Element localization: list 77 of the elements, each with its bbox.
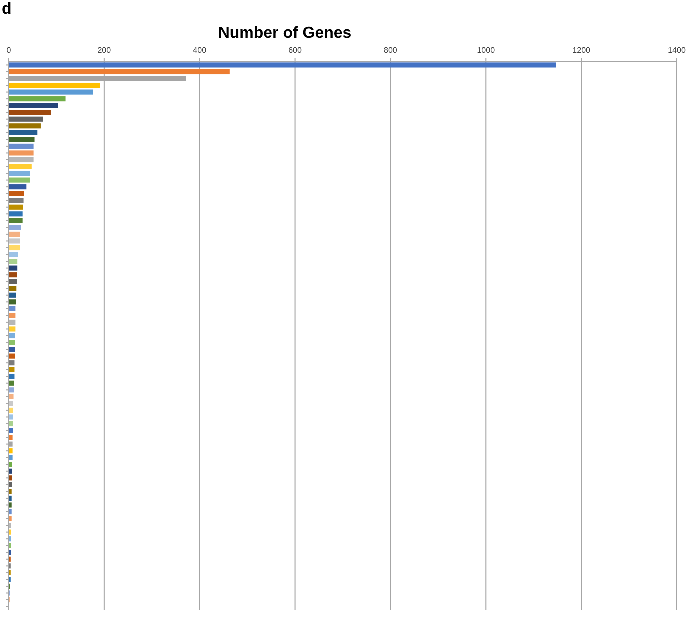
bar — [9, 333, 16, 339]
bar — [9, 144, 34, 149]
bar — [9, 401, 14, 406]
bar — [9, 388, 14, 393]
bar — [9, 184, 27, 190]
bar — [9, 252, 18, 258]
bar — [9, 218, 23, 224]
x-tick-label: 1000 — [477, 46, 496, 55]
bar — [9, 462, 12, 468]
bar — [9, 496, 12, 502]
bar — [9, 374, 15, 380]
x-tick-label: 800 — [384, 46, 398, 55]
chart-title: Number of Genes — [218, 25, 352, 42]
bar — [9, 124, 41, 129]
x-tick-label: 400 — [193, 46, 208, 55]
bar — [9, 225, 22, 230]
bar — [9, 326, 16, 332]
bar — [9, 435, 13, 440]
bar — [9, 489, 12, 494]
bar — [9, 69, 230, 75]
bar — [9, 442, 13, 447]
bar — [9, 170, 30, 176]
bar — [9, 178, 30, 183]
bar — [9, 82, 100, 88]
bar — [9, 347, 16, 352]
bar — [9, 476, 12, 481]
bar — [9, 245, 20, 251]
bar — [9, 164, 32, 170]
bar — [9, 292, 16, 298]
bar — [9, 204, 24, 210]
x-tick-label: 200 — [98, 46, 112, 55]
bar — [9, 455, 13, 460]
bar — [9, 258, 18, 264]
bar — [9, 414, 14, 420]
x-tick-label: 0 — [6, 46, 12, 55]
bar — [9, 116, 44, 122]
bar — [9, 62, 556, 68]
bar — [9, 360, 15, 366]
bar — [9, 482, 12, 488]
bar — [9, 354, 16, 359]
x-tick-label: 600 — [288, 46, 303, 55]
bar — [9, 150, 34, 156]
bar — [9, 313, 16, 318]
x-tick-label: 1200 — [572, 46, 592, 55]
bar — [9, 340, 16, 346]
bar — [9, 110, 51, 116]
bar — [9, 306, 16, 312]
bar — [9, 421, 14, 427]
bar — [9, 272, 18, 278]
bar — [9, 191, 24, 196]
bar — [9, 90, 94, 95]
bar — [9, 448, 13, 454]
bar — [9, 394, 14, 400]
bar — [9, 137, 35, 142]
bar — [9, 130, 38, 136]
bar — [9, 367, 15, 372]
bar — [9, 96, 66, 102]
text: d — [2, 1, 12, 18]
bar — [9, 502, 12, 508]
bar — [9, 286, 17, 292]
bar — [9, 266, 18, 271]
bar — [9, 509, 12, 515]
bar — [9, 238, 20, 244]
bar — [9, 320, 16, 325]
bar — [9, 103, 58, 108]
bar — [9, 279, 18, 284]
bar — [9, 516, 12, 522]
bar — [9, 468, 12, 474]
bar — [9, 428, 14, 434]
bar — [9, 408, 14, 414]
x-tick-label: 1400 — [668, 46, 686, 55]
bar — [9, 300, 16, 305]
bar — [9, 198, 24, 204]
bar — [9, 380, 14, 386]
bar — [9, 232, 20, 237]
bar — [9, 212, 23, 217]
bar — [9, 157, 34, 163]
